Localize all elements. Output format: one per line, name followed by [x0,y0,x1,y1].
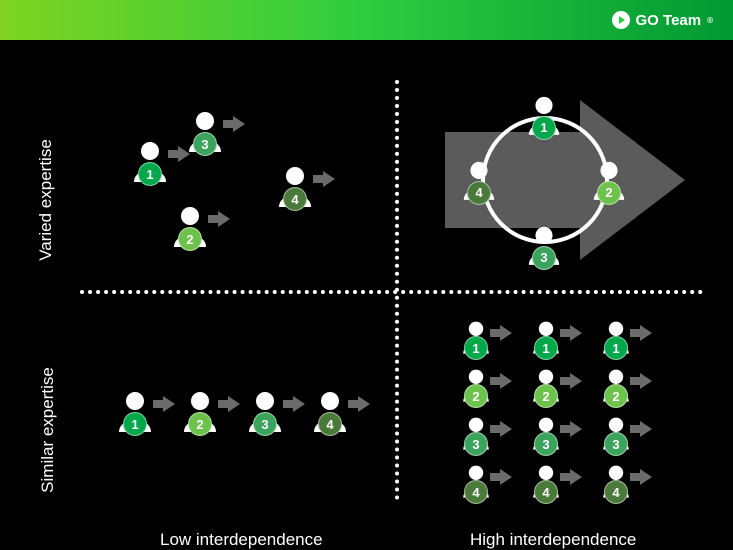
arrow-icon [560,421,582,437]
xlabel-left: Low interdependence [160,530,323,550]
arrow-icon [560,325,582,341]
person-number: 1 [123,412,147,436]
person-number: 4 [534,480,558,504]
person-icon: 1 [525,95,563,135]
person-number: 3 [253,412,277,436]
ylabel-bottom: Similar expertise [38,367,58,493]
person-number: 4 [467,181,491,205]
person-icon: 3 [600,416,632,450]
person-icon: 3 [460,416,492,450]
diagram: Varied expertise Similar expertise Low i… [0,40,733,550]
person-icon: 4 [600,464,632,498]
person-number: 3 [604,432,628,456]
arrow-icon [490,373,512,389]
divider-vertical [395,80,399,500]
arrow-icon [218,396,240,412]
xlabel-right: High interdependence [470,530,636,550]
person-number: 1 [138,162,162,186]
arrow-icon [223,116,245,132]
person-number: 1 [464,336,488,360]
person-icon: 2 [180,390,220,432]
person-number: 3 [464,432,488,456]
header-bar: GO Team ® [0,0,733,40]
arrow-icon [208,211,230,227]
person-icon: 3 [185,110,225,152]
person-icon: 3 [525,225,563,265]
person-number: 2 [188,412,212,436]
arrow-icon [490,469,512,485]
person-icon: 4 [275,165,315,207]
brand-name: GO Team [636,12,702,29]
arrow-icon [630,325,652,341]
person-icon: 3 [245,390,285,432]
arrow-icon [630,469,652,485]
person-number: 2 [597,181,621,205]
person-icon: 1 [460,320,492,354]
person-number: 3 [193,132,217,156]
person-number: 4 [604,480,628,504]
person-icon: 2 [170,205,210,247]
arrow-icon [560,469,582,485]
person-number: 1 [534,336,558,360]
person-number: 4 [283,187,307,211]
person-icon: 2 [590,160,628,200]
arrow-icon [630,421,652,437]
arrow-icon [153,396,175,412]
person-number: 3 [532,246,556,270]
person-icon: 1 [130,140,170,182]
arrow-icon [490,421,512,437]
person-icon: 1 [600,320,632,354]
person-icon: 4 [310,390,350,432]
person-number: 4 [318,412,342,436]
person-number: 1 [532,116,556,140]
arrow-icon [313,171,335,187]
logo-play-icon [612,11,630,29]
person-number: 2 [604,384,628,408]
person-icon: 2 [600,368,632,402]
person-number: 4 [464,480,488,504]
person-icon: 4 [460,160,498,200]
arrow-icon [560,373,582,389]
arrow-icon [283,396,305,412]
ylabel-top: Varied expertise [36,139,56,261]
brand-registered: ® [707,16,713,25]
arrow-icon [348,396,370,412]
divider-horizontal [80,290,703,294]
person-icon: 2 [460,368,492,402]
arrow-icon [630,373,652,389]
person-number: 2 [464,384,488,408]
person-icon: 1 [530,320,562,354]
person-icon: 4 [460,464,492,498]
person-number: 1 [604,336,628,360]
brand-logo: GO Team ® [612,11,713,29]
arrow-icon [490,325,512,341]
person-number: 3 [534,432,558,456]
person-icon: 3 [530,416,562,450]
person-number: 2 [178,227,202,251]
person-icon: 1 [115,390,155,432]
person-number: 2 [534,384,558,408]
person-icon: 4 [530,464,562,498]
person-icon: 2 [530,368,562,402]
